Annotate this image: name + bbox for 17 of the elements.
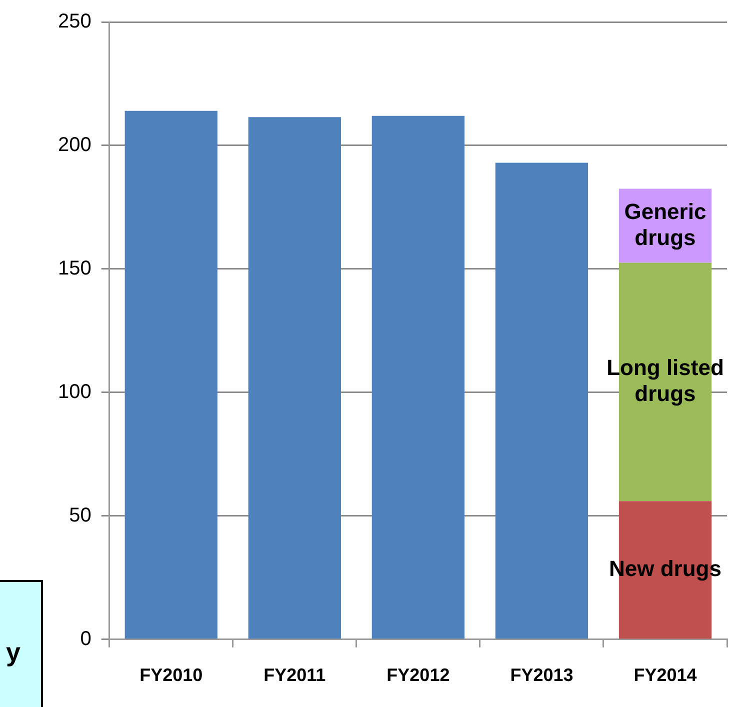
y-tick-label: 50	[69, 504, 92, 526]
bar	[248, 117, 341, 639]
y-tick-label: 0	[80, 628, 92, 650]
bar	[372, 116, 465, 639]
text: y	[0, 580, 43, 707]
bar	[124, 110, 218, 639]
y-tick-label: 150	[58, 257, 92, 280]
series-label: Generic drugs	[624, 198, 706, 250]
y-tick-label: 200	[58, 134, 92, 156]
y-tick-label: 250	[58, 10, 92, 33]
x-tick-label: FY2010	[140, 665, 203, 686]
bar	[495, 162, 588, 639]
x-tick-label: FY2012	[386, 665, 450, 686]
y-tick-label: 100	[58, 380, 92, 403]
x-tick-label: FY2013	[510, 665, 574, 686]
x-tick-label: FY2014	[634, 665, 697, 686]
x-tick-label: FY2011	[264, 665, 326, 686]
